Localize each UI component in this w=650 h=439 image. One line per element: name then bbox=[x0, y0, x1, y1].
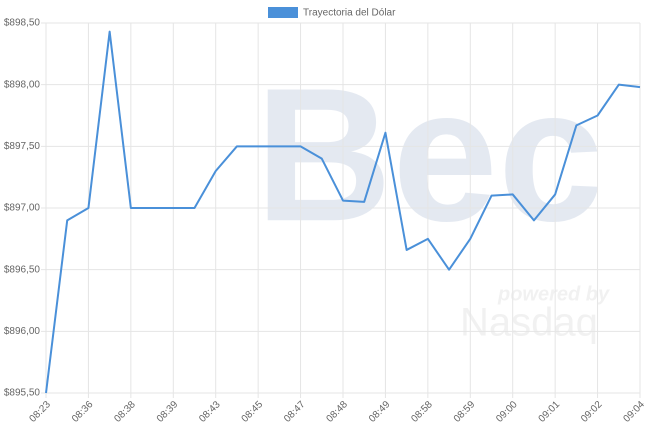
x-tick-label: 08:43 bbox=[197, 399, 223, 425]
y-tick-label: $895,50 bbox=[4, 388, 41, 399]
y-tick-label: $897,00 bbox=[4, 203, 41, 214]
x-tick-label: 08:45 bbox=[240, 399, 266, 425]
x-tick-label: 08:39 bbox=[155, 399, 181, 425]
y-tick-label: $896,50 bbox=[4, 264, 41, 275]
x-tick-label: 09:00 bbox=[494, 399, 520, 425]
series-line bbox=[45, 30, 641, 394]
x-tick-label: 08:59 bbox=[452, 399, 478, 425]
x-tick-label: 08:49 bbox=[367, 399, 393, 425]
x-tick-label: 08:38 bbox=[112, 399, 138, 425]
x-tick-label: 08:47 bbox=[282, 399, 308, 425]
y-tick-label: $898,50 bbox=[4, 18, 41, 29]
x-tick-label: 08:36 bbox=[70, 399, 96, 425]
x-tick-label: 08:23 bbox=[28, 399, 54, 425]
legend-swatch[interactable] bbox=[268, 7, 298, 18]
y-tick-label: $898,00 bbox=[4, 79, 41, 90]
y-tick-label: $897,50 bbox=[4, 141, 41, 152]
legend-label[interactable]: Trayectoria del Dólar bbox=[303, 8, 396, 19]
x-tick-label: 09:04 bbox=[622, 399, 648, 425]
x-tick-label: 09:02 bbox=[579, 399, 605, 425]
x-tick-label: 08:58 bbox=[409, 399, 435, 425]
watermark-brand: Nasdaq bbox=[460, 301, 598, 345]
x-tick-label: 08:48 bbox=[325, 399, 351, 425]
y-tick-label: $896,00 bbox=[4, 326, 41, 337]
watermark-tagline: powered by bbox=[497, 283, 610, 305]
x-tick-label: 09:01 bbox=[537, 399, 563, 425]
watermark-logo: Bec bbox=[255, 49, 604, 261]
watermark: Bec powered by Nasdaq bbox=[255, 49, 610, 344]
